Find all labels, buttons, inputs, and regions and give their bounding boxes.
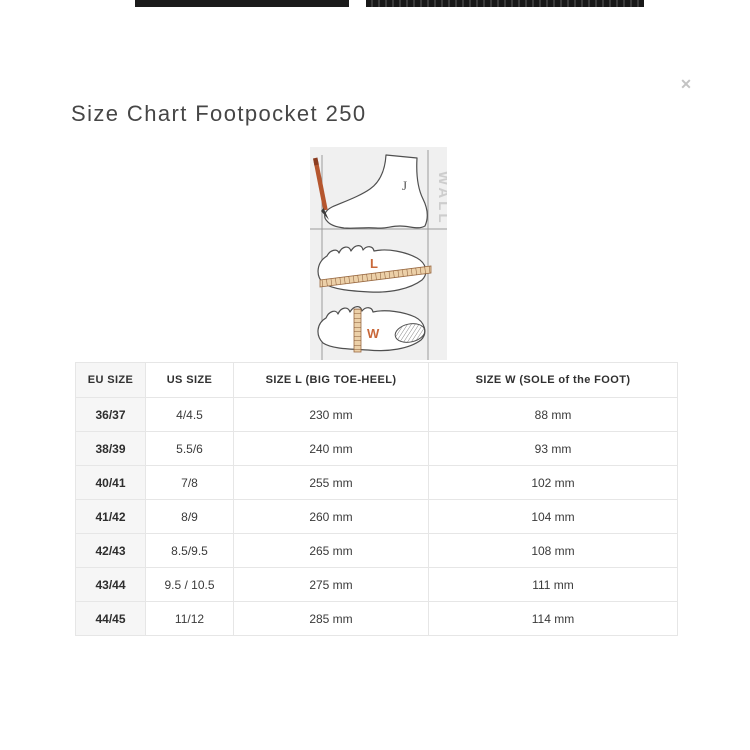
size-l-cell: 255 mm — [233, 465, 429, 500]
length-label: L — [370, 256, 378, 271]
us-size-cell: 8/9 — [145, 499, 234, 534]
foot-measurement-diagram: WALL J L W — [310, 147, 447, 360]
size-table-header-row: EU SIZE US SIZE SIZE L (BIG TOE-HEEL) SI… — [75, 362, 678, 398]
background-page-strip-left — [135, 0, 349, 7]
size-w-cell: 114 mm — [428, 601, 678, 636]
eu-size-cell: 40/41 — [75, 465, 146, 500]
size-l-cell: 260 mm — [233, 499, 429, 534]
width-label: W — [367, 326, 380, 341]
table-row: 40/41 7/8 255 mm 102 mm — [75, 465, 678, 500]
foot-side-view — [324, 154, 428, 229]
size-w-cell: 108 mm — [428, 533, 678, 568]
length-ruler — [319, 265, 432, 288]
size-l-cell: 275 mm — [233, 567, 429, 602]
size-table-body: 36/37 4/4.5 230 mm 88 mm 38/39 5.5/6 240 mm 93 … — [75, 397, 678, 636]
size-table: EU SIZE US SIZE SIZE L (BIG TOE-HEEL) SI… — [75, 362, 678, 636]
eu-size-cell: 42/43 — [75, 533, 146, 568]
wall-label: WALL — [435, 171, 447, 226]
width-ruler — [353, 308, 362, 353]
header-eu-size: EU SIZE — [75, 362, 146, 398]
us-size-cell: 4/4.5 — [145, 397, 234, 432]
eu-size-cell: 36/37 — [75, 397, 146, 432]
table-row: 43/44 9.5 / 10.5 275 mm 111 mm — [75, 567, 678, 602]
table-row: 41/42 8/9 260 mm 104 mm — [75, 499, 678, 534]
close-icon[interactable]: ✕ — [674, 72, 698, 96]
size-w-cell: 104 mm — [428, 499, 678, 534]
size-w-cell: 111 mm — [428, 567, 678, 602]
size-l-cell: 240 mm — [233, 431, 429, 466]
eu-size-cell: 43/44 — [75, 567, 146, 602]
table-row: 38/39 5.5/6 240 mm 93 mm — [75, 431, 678, 466]
ankle-label: J — [402, 178, 407, 193]
size-w-cell: 88 mm — [428, 397, 678, 432]
header-size-w: SIZE W (SOLE of the FOOT) — [428, 362, 678, 398]
us-size-cell: 11/12 — [145, 601, 234, 636]
table-row: 36/37 4/4.5 230 mm 88 mm — [75, 397, 678, 432]
us-size-cell: 8.5/9.5 — [145, 533, 234, 568]
background-page-strip-right — [366, 0, 644, 7]
eu-size-cell: 38/39 — [75, 431, 146, 466]
table-row: 44/45 11/12 285 mm 114 mm — [75, 601, 678, 636]
pencil-icon — [312, 157, 329, 220]
page-title: Size Chart Footpocket 250 — [71, 101, 367, 126]
us-size-cell: 5.5/6 — [145, 431, 234, 466]
heel-pad-hatch — [394, 323, 426, 343]
us-size-cell: 7/8 — [145, 465, 234, 500]
size-l-cell: 230 mm — [233, 397, 429, 432]
size-w-cell: 102 mm — [428, 465, 678, 500]
size-l-cell: 265 mm — [233, 533, 429, 568]
size-l-cell: 285 mm — [233, 601, 429, 636]
header-us-size: US SIZE — [145, 362, 234, 398]
size-w-cell: 93 mm — [428, 431, 678, 466]
eu-size-cell: 44/45 — [75, 601, 146, 636]
eu-size-cell: 41/42 — [75, 499, 146, 534]
us-size-cell: 9.5 / 10.5 — [145, 567, 234, 602]
table-row: 42/43 8.5/9.5 265 mm 108 mm — [75, 533, 678, 568]
header-size-l: SIZE L (BIG TOE-HEEL) — [233, 362, 429, 398]
